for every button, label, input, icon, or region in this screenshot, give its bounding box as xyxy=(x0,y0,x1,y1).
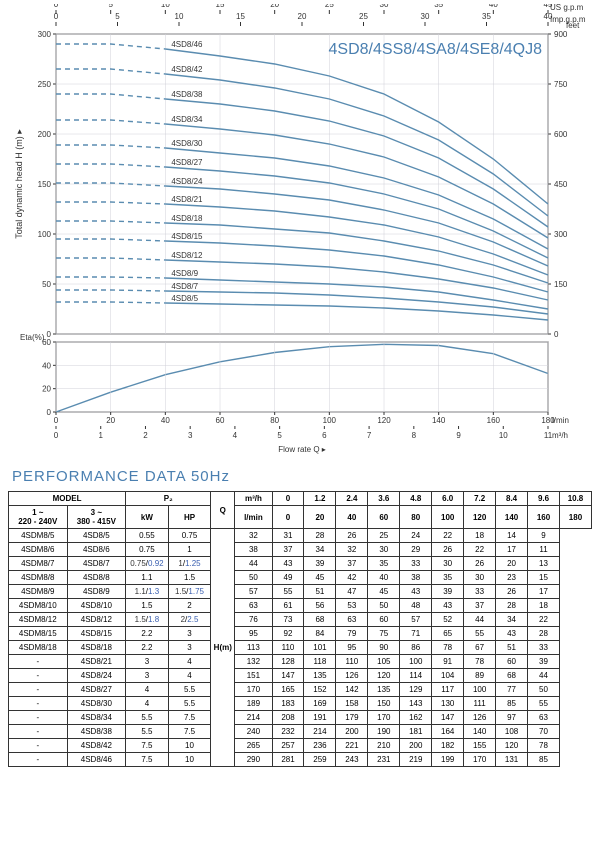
svg-text:140: 140 xyxy=(432,416,446,425)
table-row: 4SDM8/104SD8/101.5263615653504843372818 xyxy=(9,599,592,613)
svg-text:10: 10 xyxy=(175,12,184,21)
svg-text:4SD8/9: 4SD8/9 xyxy=(171,269,198,278)
svg-text:4SD8/30: 4SD8/30 xyxy=(171,139,203,148)
svg-text:5: 5 xyxy=(277,431,282,440)
svg-text:120: 120 xyxy=(377,416,391,425)
svg-text:160: 160 xyxy=(487,416,501,425)
performance-table-wrap: MODELP₂Qm³/h01.22.43.64.86.07.28.49.610.… xyxy=(8,491,592,767)
table-row: 4SDM8/74SD8/70.75/0.921/1.25444339373533… xyxy=(9,557,592,571)
svg-text:100: 100 xyxy=(38,230,52,239)
table-row: 4SDM8/64SD8/60.75138373432302926221711 xyxy=(9,543,592,557)
table-row: -4SD8/213413212811811010510091786039 xyxy=(9,655,592,669)
svg-text:15: 15 xyxy=(216,4,225,9)
svg-text:4SD8/12: 4SD8/12 xyxy=(171,251,203,260)
svg-text:4SD8/7: 4SD8/7 xyxy=(171,282,198,291)
svg-text:4SD8/42: 4SD8/42 xyxy=(171,65,203,74)
svg-text:80: 80 xyxy=(270,416,279,425)
svg-text:450: 450 xyxy=(554,180,568,189)
table-row: -4SD8/427.510265257236221210200182155120… xyxy=(9,739,592,753)
table-row: 4SDM8/54SD8/50.550.75H(m)323128262524221… xyxy=(9,529,592,543)
svg-text:200: 200 xyxy=(38,130,52,139)
svg-text:25: 25 xyxy=(359,12,368,21)
svg-text:m³/h: m³/h xyxy=(552,431,568,440)
svg-text:5: 5 xyxy=(115,12,120,21)
table-row: -4SD8/467.510290281259243231219199170131… xyxy=(9,753,592,767)
svg-text:60: 60 xyxy=(216,416,225,425)
svg-text:100: 100 xyxy=(323,416,337,425)
svg-text:40: 40 xyxy=(42,361,51,370)
svg-text:10: 10 xyxy=(499,431,508,440)
svg-text:15: 15 xyxy=(236,12,245,21)
svg-text:2: 2 xyxy=(143,431,148,440)
table-row: 4SDM8/94SD8/91.1/1.31.5/1.75575551474543… xyxy=(9,585,592,599)
svg-text:Total dynamic head H (m) ▸: Total dynamic head H (m) ▸ xyxy=(14,129,24,239)
svg-text:5: 5 xyxy=(108,4,113,9)
svg-text:300: 300 xyxy=(38,30,52,39)
svg-text:10: 10 xyxy=(161,4,170,9)
svg-text:8: 8 xyxy=(412,431,417,440)
svg-text:900: 900 xyxy=(554,30,568,39)
performance-data-title: PERFORMANCE DATA 50Hz xyxy=(12,468,592,485)
svg-text:30: 30 xyxy=(380,4,389,9)
svg-text:4SD8/38: 4SD8/38 xyxy=(171,90,203,99)
svg-text:4SD8/34: 4SD8/34 xyxy=(171,115,203,124)
svg-text:4SD8/4SS8/4SA8/4SE8/4QJ8: 4SD8/4SS8/4SA8/4SE8/4QJ8 xyxy=(329,41,543,58)
svg-text:750: 750 xyxy=(554,80,568,89)
table-row: -4SD8/345.57.521420819117917016214712697… xyxy=(9,711,592,725)
svg-text:0: 0 xyxy=(54,12,59,21)
svg-text:0: 0 xyxy=(47,408,52,417)
svg-text:150: 150 xyxy=(554,280,568,289)
svg-text:20: 20 xyxy=(106,416,115,425)
svg-text:7: 7 xyxy=(367,431,372,440)
svg-text:0: 0 xyxy=(54,431,59,440)
svg-text:Flow rate Q ▸: Flow rate Q ▸ xyxy=(278,445,326,454)
table-row: -4SD8/385.57.524023221420019018116414010… xyxy=(9,725,592,739)
svg-text:4SD8/21: 4SD8/21 xyxy=(171,195,203,204)
table-row: 4SDM8/184SD8/182.23113110101959086786751… xyxy=(9,641,592,655)
svg-text:l/min: l/min xyxy=(552,416,569,425)
svg-text:9: 9 xyxy=(456,431,461,440)
svg-text:40: 40 xyxy=(161,416,170,425)
svg-text:US g.p.m: US g.p.m xyxy=(550,4,584,12)
table-row: -4SD8/3045.51891831691581501431301118555 xyxy=(9,697,592,711)
svg-text:4SD8/46: 4SD8/46 xyxy=(171,40,203,49)
svg-text:20: 20 xyxy=(42,385,51,394)
svg-text:35: 35 xyxy=(482,12,491,21)
table-row: 4SDM8/154SD8/152.2395928479757165554328 xyxy=(9,627,592,641)
svg-text:150: 150 xyxy=(38,180,52,189)
svg-text:300: 300 xyxy=(554,230,568,239)
svg-text:600: 600 xyxy=(554,130,568,139)
svg-text:4SD8/15: 4SD8/15 xyxy=(171,232,203,241)
svg-text:20: 20 xyxy=(298,12,307,21)
svg-text:4SD8/5: 4SD8/5 xyxy=(171,294,198,303)
table-row: -4SD8/2745.51701651521421351291171007750 xyxy=(9,683,592,697)
performance-table: MODELP₂Qm³/h01.22.43.64.86.07.28.49.610.… xyxy=(8,491,592,767)
svg-text:50: 50 xyxy=(42,280,51,289)
table-row: 4SDM8/124SD8/121.5/1.82/2.57673686360575… xyxy=(9,613,592,627)
svg-text:feet: feet xyxy=(566,21,580,30)
svg-text:Eta(%): Eta(%) xyxy=(20,333,45,342)
svg-text:40: 40 xyxy=(489,4,498,9)
svg-text:1: 1 xyxy=(99,431,104,440)
svg-text:25: 25 xyxy=(325,4,334,9)
svg-text:4SD8/27: 4SD8/27 xyxy=(171,158,203,167)
svg-text:4SD8/24: 4SD8/24 xyxy=(171,177,203,186)
svg-text:0: 0 xyxy=(554,330,559,339)
svg-text:3: 3 xyxy=(188,431,193,440)
svg-text:20: 20 xyxy=(270,4,279,9)
table-row: 4SDM8/84SD8/81.11.550494542403835302315 xyxy=(9,571,592,585)
svg-text:30: 30 xyxy=(421,12,430,21)
svg-text:4: 4 xyxy=(233,431,238,440)
svg-text:0: 0 xyxy=(54,416,59,425)
svg-text:250: 250 xyxy=(38,80,52,89)
svg-text:4SD8/18: 4SD8/18 xyxy=(171,214,203,223)
svg-text:35: 35 xyxy=(434,4,443,9)
pump-curve-chart: 051015202530354045US g.p.m05101520253035… xyxy=(8,4,592,458)
svg-text:6: 6 xyxy=(322,431,327,440)
svg-text:0: 0 xyxy=(54,4,59,9)
table-row: -4SD8/2434151147135126120114104896844 xyxy=(9,669,592,683)
